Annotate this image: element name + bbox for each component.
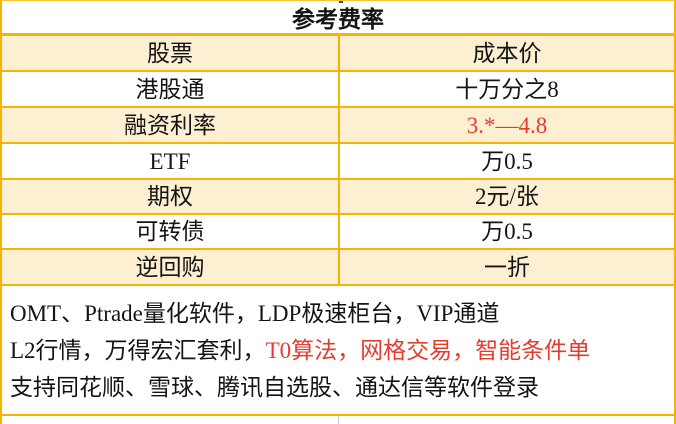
row-value: 万0.5	[481, 219, 533, 244]
row-value-cell: 3.*—4.8	[340, 108, 674, 142]
row-label: 逆回购	[135, 254, 205, 280]
table-header-row: 股票 成本价	[2, 36, 674, 72]
table-title: 参考费率	[292, 7, 384, 32]
note-line: OMT、Ptrade量化软件，LDP极速柜台，VIP通道	[10, 295, 670, 332]
top-column-divider-tick	[339, 1, 343, 3]
table-row: 可转债 万0.5	[2, 215, 674, 250]
note-line: 支持同花顺、雪球、腾讯自选股、通达信等软件登录	[10, 369, 670, 406]
table-row: 期权 2元/张	[2, 180, 674, 215]
column-divider	[338, 416, 339, 424]
row-label: 融资利率	[124, 112, 216, 138]
row-value: 一折	[484, 254, 530, 280]
row-value-cell: 万0.5	[340, 215, 674, 248]
row-label-cell: ETF	[2, 144, 340, 178]
row-label: 港股通	[135, 76, 205, 102]
note-text-red: T0算法，网格交易，智能条件单	[265, 338, 591, 363]
row-label-cell: 融资利率	[2, 108, 340, 142]
table-row: ETF 万0.5	[2, 144, 674, 180]
header-price-label: 成本价	[472, 40, 542, 66]
row-label: ETF	[149, 148, 191, 174]
row-value: 2元/张	[475, 184, 539, 209]
note-text: OMT、Ptrade量化软件，LDP极速柜台，VIP通道	[10, 301, 500, 326]
header-category-label: 股票	[147, 40, 193, 66]
row-value-cell: 2元/张	[340, 180, 674, 213]
row-value-cell: 一折	[340, 250, 674, 284]
table-row: 逆回购 一折	[2, 250, 674, 286]
row-label: 可转债	[135, 219, 205, 244]
table-title-row: 参考费率	[2, 1, 674, 36]
row-value: 十万分之8	[455, 76, 559, 102]
table-row: 融资利率 3.*—4.8	[2, 108, 674, 144]
table-row: 港股通 十万分之8	[2, 72, 674, 108]
row-label-cell: 可转债	[2, 215, 340, 248]
note-line: L2行情，万得宏汇套利，T0算法，网格交易，智能条件单	[10, 332, 670, 369]
notes-block: OMT、Ptrade量化软件，LDP极速柜台，VIP通道 L2行情，万得宏汇套利…	[2, 286, 674, 416]
row-value: 万0.5	[481, 148, 533, 174]
row-label: 期权	[147, 184, 193, 209]
row-value-cell: 十万分之8	[340, 72, 674, 106]
next-row-partial	[2, 416, 674, 424]
note-text: 支持同花顺、雪球、腾讯自选股、通达信等软件登录	[10, 375, 539, 400]
header-cell-category: 股票	[2, 36, 340, 70]
row-label-cell: 逆回购	[2, 250, 340, 284]
row-value-cell: 万0.5	[340, 144, 674, 178]
row-label-cell: 期权	[2, 180, 340, 213]
row-label-cell: 港股通	[2, 72, 340, 106]
note-text: L2行情，万得宏汇套利，	[10, 338, 266, 363]
row-value-highlighted: 3.*—4.8	[466, 112, 548, 138]
header-cell-price: 成本价	[340, 36, 674, 70]
